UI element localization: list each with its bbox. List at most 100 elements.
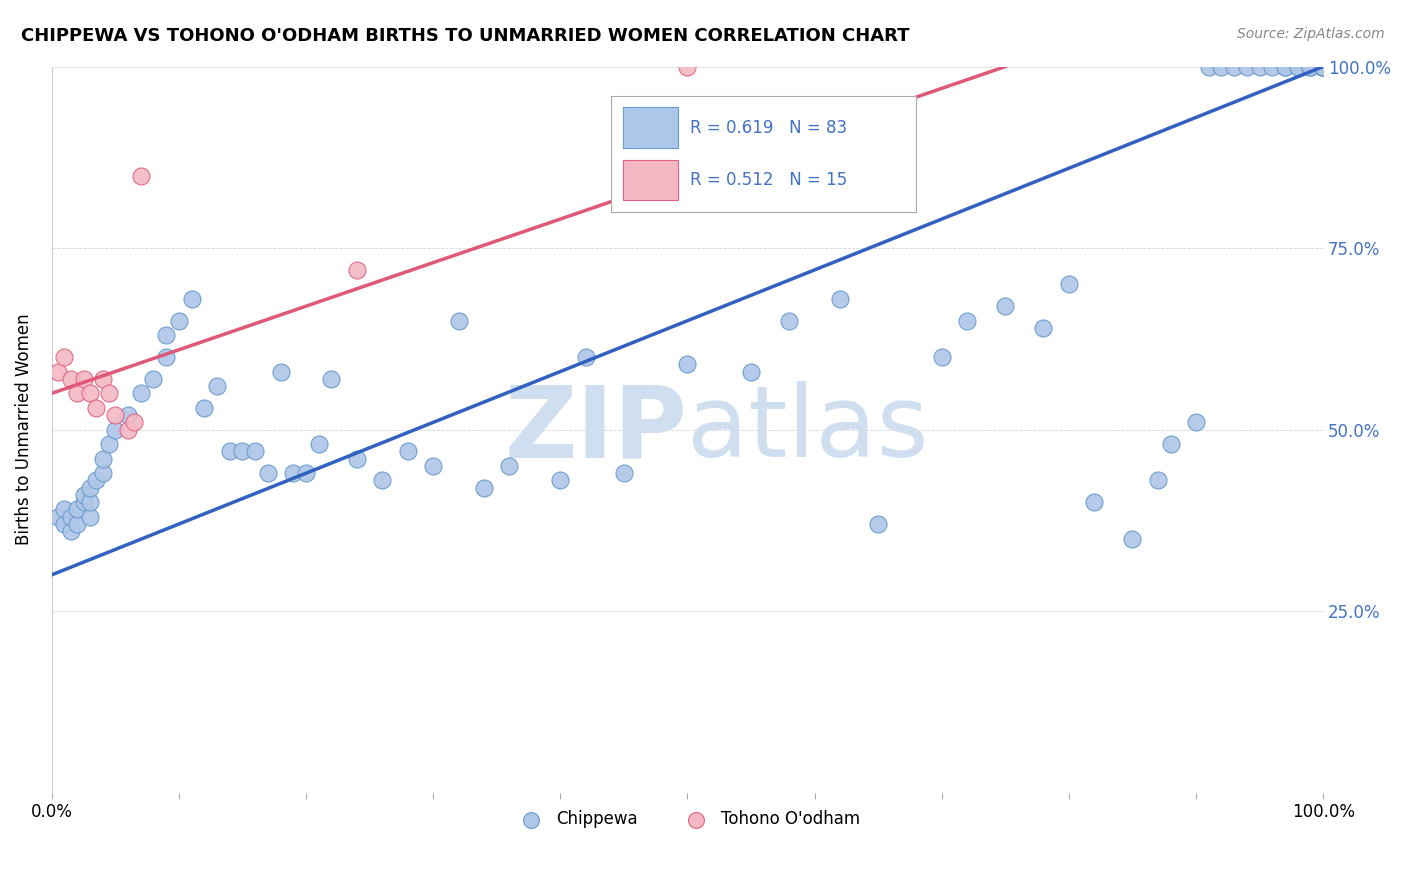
Point (97, 437, 120, 451)
Point (72, 488, 94, 502)
Point (193, 401, 215, 415)
Point (79, 386, 101, 401)
Legend: Chippewa, Tohono O'odham: Chippewa, Tohono O'odham (508, 804, 868, 835)
Point (1121, 532, 1143, 546)
Point (66, 386, 89, 401)
Point (1261, 60, 1284, 74)
Point (1211, 60, 1233, 74)
Point (53, 502, 76, 516)
Point (97, 386, 120, 401)
Point (46, 365, 69, 379)
Point (1249, 60, 1271, 74)
Point (346, 451, 368, 466)
Point (104, 408, 127, 422)
Point (180, 292, 202, 306)
Point (84, 474, 107, 488)
Point (1185, 416, 1208, 430)
Text: atlas: atlas (688, 381, 929, 478)
Point (396, 444, 419, 458)
Text: ZIP: ZIP (505, 381, 688, 478)
Text: Source: ZipAtlas.com: Source: ZipAtlas.com (1237, 27, 1385, 41)
Y-axis label: Births to Unmarried Women: Births to Unmarried Women (15, 314, 32, 545)
Point (1312, 60, 1334, 74)
Point (422, 458, 444, 473)
Point (104, 423, 127, 437)
Point (66, 502, 89, 516)
Point (1198, 60, 1220, 74)
Point (53, 516, 76, 531)
Point (1299, 60, 1322, 74)
Point (1312, 60, 1334, 74)
Point (346, 263, 368, 277)
Point (295, 466, 318, 480)
Point (575, 350, 598, 364)
Point (79, 495, 101, 509)
Point (117, 423, 139, 437)
Point (155, 328, 177, 343)
Point (46, 509, 69, 524)
Point (72, 372, 94, 386)
Point (155, 350, 177, 364)
Point (1032, 321, 1054, 335)
Point (321, 372, 343, 386)
Point (472, 481, 495, 495)
Point (129, 169, 152, 183)
Point (994, 299, 1017, 313)
Point (59, 524, 82, 539)
Point (167, 314, 190, 328)
Point (1312, 60, 1334, 74)
Point (1236, 60, 1258, 74)
Point (1274, 60, 1296, 74)
Point (613, 466, 636, 480)
Point (1274, 60, 1296, 74)
Point (868, 516, 890, 531)
Point (956, 314, 979, 328)
Point (283, 466, 305, 480)
Point (91, 372, 114, 386)
Point (117, 408, 139, 422)
Point (91, 451, 114, 466)
Point (129, 386, 152, 401)
Point (1312, 60, 1334, 74)
Point (1299, 60, 1322, 74)
Point (91, 466, 114, 480)
Point (231, 444, 253, 458)
Point (676, 60, 699, 74)
Text: CHIPPEWA VS TOHONO O'ODHAM BIRTHS TO UNMARRIED WOMEN CORRELATION CHART: CHIPPEWA VS TOHONO O'ODHAM BIRTHS TO UNM… (21, 27, 910, 45)
Point (828, 292, 851, 306)
Point (1312, 60, 1334, 74)
Point (1286, 60, 1309, 74)
Point (59, 509, 82, 524)
Point (740, 365, 762, 379)
Point (1223, 60, 1246, 74)
Point (308, 437, 330, 451)
Point (931, 350, 953, 364)
Point (1160, 437, 1182, 451)
Point (676, 357, 699, 371)
Point (53, 350, 76, 364)
Point (1312, 60, 1334, 74)
Point (59, 372, 82, 386)
Point (205, 379, 228, 393)
Point (447, 314, 470, 328)
Point (778, 314, 800, 328)
Point (550, 474, 572, 488)
Point (1299, 60, 1322, 74)
Point (84, 401, 107, 415)
Point (72, 495, 94, 509)
Point (257, 466, 280, 480)
Point (270, 365, 292, 379)
Point (1312, 60, 1334, 74)
Point (498, 458, 520, 473)
Point (66, 516, 89, 531)
Point (1147, 474, 1170, 488)
Point (1312, 60, 1334, 74)
Point (124, 416, 146, 430)
Point (1312, 60, 1334, 74)
Point (1286, 60, 1309, 74)
Point (371, 474, 394, 488)
Point (243, 444, 266, 458)
Point (1083, 495, 1105, 509)
Point (218, 444, 240, 458)
Point (1057, 277, 1080, 292)
